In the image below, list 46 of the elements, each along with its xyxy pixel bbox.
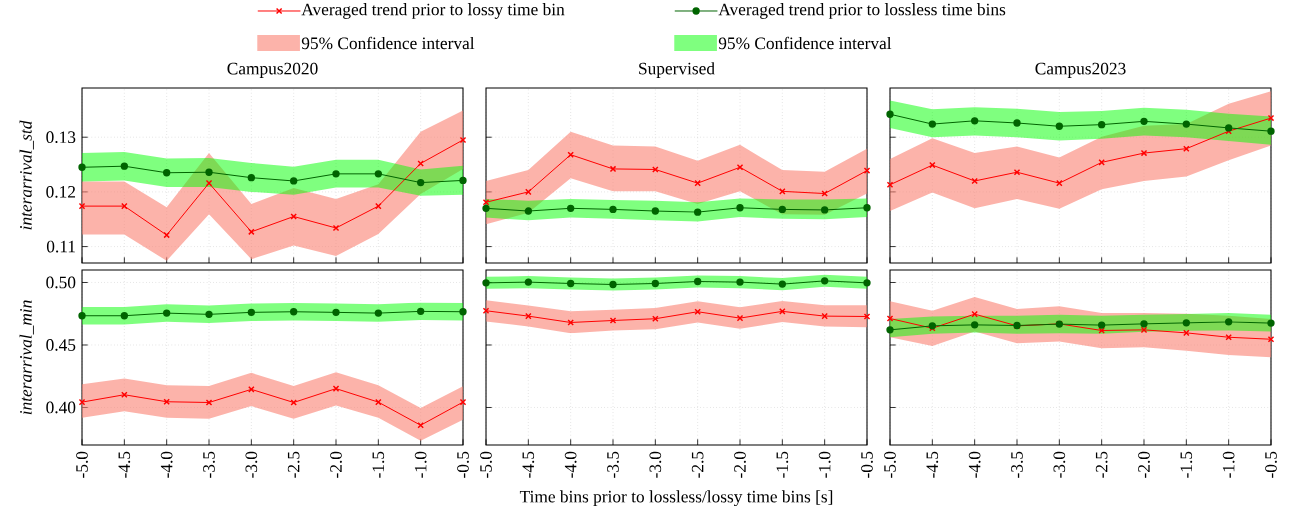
x-tick-label: -3.0 [649,451,662,478]
x-tick-label: -2.5 [691,451,704,478]
x-tick-label: -5.0 [76,451,88,478]
x-tick-label: -5.0 [884,451,896,478]
x-tick-label: -3.5 [203,451,215,478]
y-tick-label: 0.11 [46,240,75,253]
x-tick-label: -1.0 [1222,451,1235,478]
text: 95% Confidence interval [718,36,892,50]
chart-title: Supervised [639,62,715,78]
x-tick-label: -4.0 [564,451,577,478]
x-tick-label: -4.0 [968,451,981,478]
x-tick-label: -1.0 [414,451,427,478]
y-axis-title: interarrival_min [19,300,34,415]
text: 95% Confidence interval [301,36,475,50]
x-tick-label: -3.5 [607,451,619,478]
x-tick-label: -0.5 [1265,451,1277,478]
x-tick-label: -3.5 [1011,451,1023,478]
y-tick-label: 0.40 [46,401,76,414]
legend-label: Averaged trend prior to lossy time bin [301,3,565,19]
x-tick-label: -0.5 [457,451,469,478]
x-tick-label: -4.5 [522,451,535,478]
chart-title: Campus2020 [227,62,318,78]
x-tick-label: -2.0 [734,451,746,478]
y-axis-title: interarrival_std [19,120,34,230]
x-tick-label: -4.5 [118,451,131,478]
x-tick-label: -3.0 [1053,451,1066,478]
x-tick-label: -0.5 [861,451,873,478]
y-tick-label: 0.45 [46,339,76,351]
x-tick-label: -2.0 [330,451,342,478]
y-tick-label: 0.13 [46,131,76,144]
x-tick-label: -1.5 [776,451,789,478]
y-tick-label: 0.50 [46,276,76,289]
x-tick-label: -3.0 [245,451,258,478]
x-tick-label: -1.5 [372,451,385,478]
x-tick-label: -2.5 [287,451,300,478]
legend-label: Averaged trend prior to lossless time bins [718,3,1006,19]
x-tick-label: -2.0 [1138,451,1150,478]
x-tick-label: -5.0 [480,451,492,478]
x-tick-label: -4.0 [160,451,173,478]
x-tick-label: -1.0 [818,451,831,478]
y-tick-label: 0.12 [46,186,76,198]
x-tick-label: -4.5 [926,451,939,478]
x-axis-title: Time bins prior to lossless/lossy time bins [s] [519,490,833,507]
x-tick-label: -2.5 [1095,451,1108,478]
x-tick-label: -1.5 [1180,451,1193,478]
chart-title: Campus2023 [1035,62,1126,78]
